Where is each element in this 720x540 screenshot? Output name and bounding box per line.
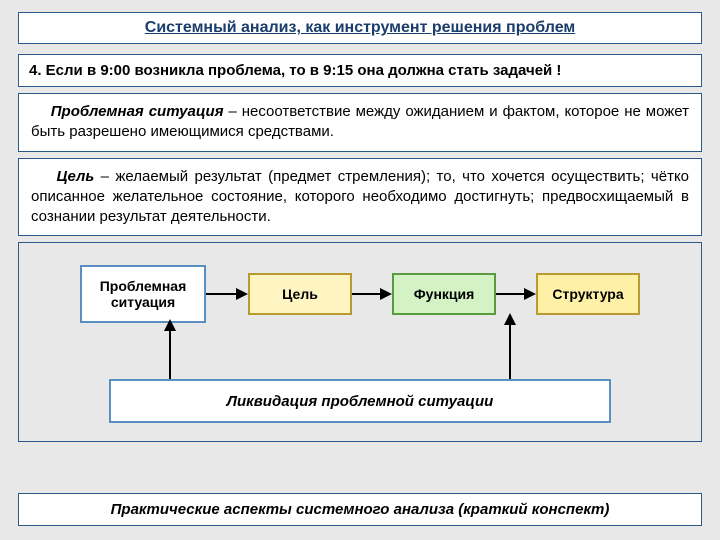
arrow-up-right (509, 323, 511, 379)
node-structure: Структура (536, 273, 640, 315)
node-goal: Цель (248, 273, 352, 315)
flow-diagram: Проблемная ситуация Цель Функция Структу… (18, 242, 702, 442)
flow-row: Проблемная ситуация Цель Функция Структу… (19, 265, 701, 323)
definition-problem-situation: Проблемная ситуация – несоответствие меж… (18, 93, 702, 152)
rule-text: 4. Если в 9:00 возникла проблема, то в 9… (29, 62, 561, 79)
title-box: Системный анализ, как инструмент решения… (18, 12, 702, 44)
node-liquidation: Ликвидация проблемной ситуации (109, 379, 611, 423)
def2-term: Цель (57, 168, 95, 185)
node-problem-situation: Проблемная ситуация (80, 265, 206, 323)
arrow-right-1 (206, 288, 248, 300)
footer-text: Практические аспекты системного анализа … (111, 501, 610, 518)
footer-caption: Практические аспекты системного анализа … (18, 493, 702, 526)
arrow-right-3 (496, 288, 536, 300)
definition-goal: Цель – желаемый результат (предмет стрем… (18, 158, 702, 237)
rule-box: 4. Если в 9:00 возникла проблема, то в 9… (18, 54, 702, 87)
arrow-right-2 (352, 288, 392, 300)
def2-body: – желаемый результат (предмет стремления… (31, 168, 689, 226)
def1-term: Проблемная ситуация (51, 103, 224, 120)
node-function: Функция (392, 273, 496, 315)
arrow-up-left (169, 329, 171, 379)
page-title: Системный анализ, как инструмент решения… (145, 19, 575, 36)
